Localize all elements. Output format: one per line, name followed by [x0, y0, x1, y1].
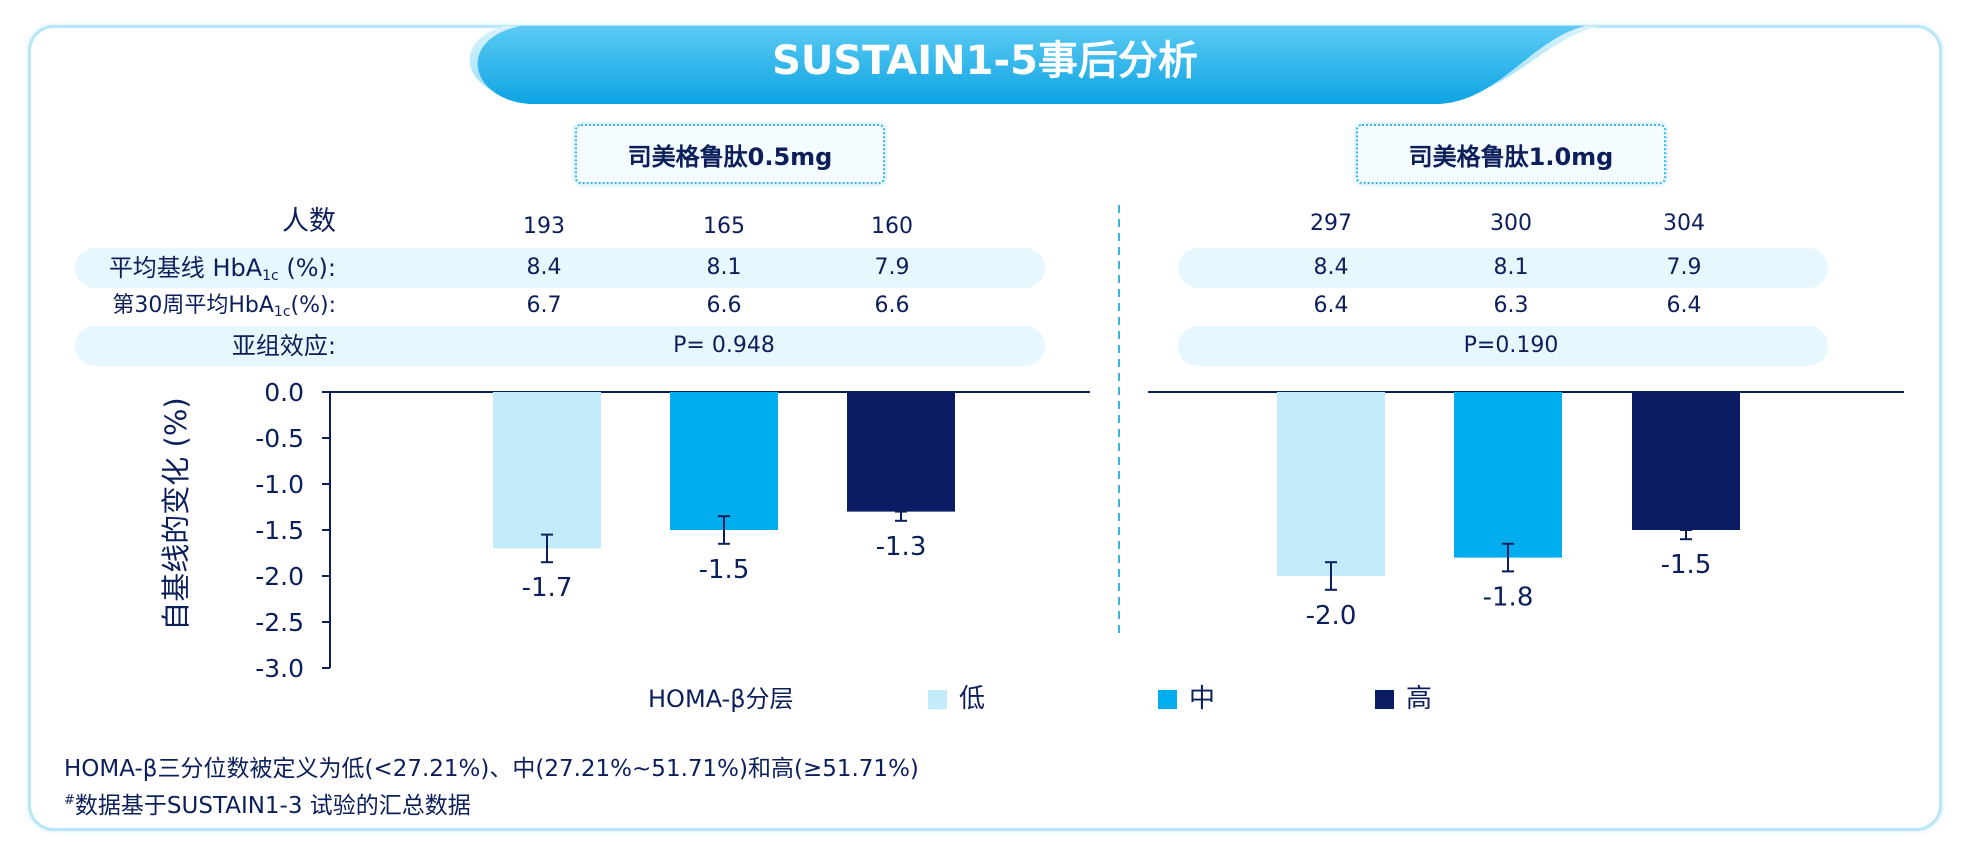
row-band-baseline-left: [75, 248, 1045, 288]
legend-swatch-low: [928, 689, 947, 709]
p-value-right: P=0.190: [1463, 333, 1559, 358]
y-tick-label: -1.0: [255, 470, 304, 499]
bar-value-label: -2.0: [1306, 601, 1357, 631]
legend-label-mid: 中: [1189, 684, 1216, 714]
baseline-cell: 7.9: [874, 255, 910, 280]
title-banner: [469, 26, 1600, 104]
n-cell: 165: [703, 214, 745, 239]
y-tick-label: -2.0: [255, 562, 304, 591]
week30-cell: 6.6: [874, 293, 910, 318]
n-cell: 304: [1663, 211, 1705, 236]
legend-item-mid: 中: [1158, 683, 1215, 715]
baseline-cell: 7.9: [1666, 255, 1702, 280]
bar: [670, 392, 778, 530]
bar: [1277, 392, 1385, 576]
week30-cell: 6.4: [1666, 293, 1702, 318]
week30-cell: 6.7: [526, 293, 562, 318]
baseline-cell: 8.4: [526, 255, 562, 280]
legend-item-low: 低: [928, 683, 985, 715]
bar: [847, 392, 955, 512]
row-band-baseline-right: [1178, 248, 1828, 288]
n-cell: 297: [1310, 211, 1352, 236]
bar-value-label: -1.8: [1483, 582, 1534, 612]
row-label-baseline: 平均基线 HbA1c (%):: [108, 254, 336, 284]
footnote-tertile-definition: HOMA-β三分位数被定义为低(<27.21%)、中(27.21%~51.71%…: [64, 756, 919, 782]
week30-cell: 6.4: [1313, 293, 1349, 318]
bar: [1632, 392, 1740, 530]
y-tick-label: 0.0: [264, 378, 304, 407]
row-label-n: 人数: [282, 206, 336, 237]
baseline-cell: 8.1: [706, 255, 742, 280]
legend-label-high: 高: [1406, 684, 1433, 714]
bar-value-label: -1.7: [522, 573, 573, 603]
week30-cell: 6.3: [1493, 293, 1529, 318]
baseline-cell: 8.4: [1313, 255, 1349, 280]
legend-title: HOMA-β分层: [648, 685, 794, 713]
legend-swatch-mid: [1158, 689, 1177, 709]
footnote-data-source: #数据基于SUSTAIN1-3 试验的汇总数据: [64, 793, 471, 819]
n-cell: 160: [871, 214, 913, 239]
y-tick-label: -0.5: [255, 424, 304, 453]
bar-value-label: -1.5: [1661, 550, 1712, 580]
bar: [493, 392, 601, 549]
legend-label-low: 低: [959, 684, 986, 714]
dose-label-right: 司美格鲁肽1.0mg: [1356, 124, 1666, 184]
y-tick-label: -1.5: [255, 516, 304, 545]
n-cell: 193: [523, 214, 565, 239]
row-label-subgroup: 亚组效应:: [231, 332, 336, 360]
bar: [1454, 392, 1562, 558]
y-axis-label: 自基线的变化 (%): [159, 397, 193, 630]
legend-item-high: 高: [1375, 683, 1432, 715]
bar-value-label: -1.5: [699, 555, 750, 585]
n-cell: 300: [1490, 211, 1532, 236]
legend-swatch-high: [1375, 689, 1394, 709]
week30-cell: 6.6: [706, 293, 742, 318]
bar-value-label: -1.3: [876, 532, 927, 562]
y-tick-label: -2.5: [255, 608, 304, 637]
dose-label-left: 司美格鲁肽0.5mg: [575, 124, 885, 184]
p-value-left: P= 0.948: [673, 333, 775, 358]
page-title: SUSTAIN1-5事后分析: [772, 38, 1198, 84]
row-band-subgroup-left: [75, 326, 1045, 366]
row-band-subgroup-right: [1178, 326, 1828, 366]
baseline-cell: 8.1: [1493, 255, 1529, 280]
row-label-week30: 第30周平均HbA1c(%):: [112, 293, 336, 320]
y-tick-label: -3.0: [255, 654, 304, 683]
